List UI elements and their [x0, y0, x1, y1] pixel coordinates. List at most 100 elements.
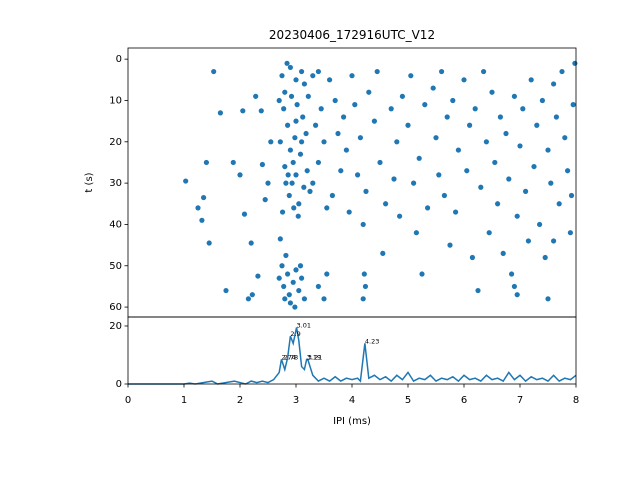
dot	[388, 106, 394, 112]
dot	[211, 68, 217, 75]
dot	[483, 139, 489, 145]
dot	[303, 130, 309, 137]
dot	[366, 89, 372, 95]
dot	[332, 97, 338, 104]
dot	[545, 296, 551, 302]
dot	[248, 240, 254, 246]
dot	[559, 68, 565, 75]
peak-annotation: 2.78	[284, 353, 298, 361]
dot	[430, 85, 436, 91]
dot	[307, 188, 313, 194]
y-tick-label: 0	[116, 54, 122, 65]
dot	[408, 73, 414, 79]
dot	[394, 139, 400, 145]
dot	[338, 168, 344, 174]
dot	[567, 230, 574, 236]
dot	[469, 254, 475, 261]
dot	[514, 213, 520, 219]
dot	[525, 238, 532, 244]
dot	[335, 130, 341, 137]
dot	[523, 188, 529, 194]
peak-annotation: 3.19	[307, 353, 321, 361]
dot	[295, 213, 301, 219]
dot	[282, 89, 288, 95]
dot	[542, 254, 548, 261]
dot	[321, 139, 327, 145]
y-tick-label: 20	[109, 137, 122, 148]
y-tick-label: 60	[109, 302, 122, 313]
x-tick-label: 2	[237, 395, 243, 406]
dot	[346, 209, 352, 215]
dot	[447, 242, 453, 248]
dot	[297, 151, 304, 157]
dot	[283, 180, 289, 186]
dot	[310, 180, 316, 186]
dot	[495, 201, 501, 207]
dot	[461, 77, 467, 83]
dot	[405, 122, 411, 128]
dot	[315, 159, 321, 166]
dot	[548, 180, 554, 186]
dot	[293, 77, 299, 83]
dot	[301, 81, 307, 87]
dot	[292, 304, 298, 310]
dot	[497, 114, 503, 120]
dot	[531, 163, 537, 170]
dot	[509, 271, 515, 277]
y-tick-label: 40	[109, 219, 122, 230]
dot	[241, 211, 248, 217]
y-tick-label: 20	[109, 321, 122, 332]
x-tick-label: 3	[293, 395, 299, 406]
dot	[341, 114, 347, 120]
dot	[276, 275, 282, 281]
dot	[299, 275, 305, 281]
dot	[201, 194, 207, 201]
dot	[240, 108, 246, 114]
y-axis-label: t (s)	[84, 172, 95, 192]
dot	[363, 188, 369, 194]
dot	[450, 97, 456, 104]
peak-annotation: 3.01	[297, 321, 311, 329]
dot	[258, 108, 264, 114]
dot	[290, 279, 296, 285]
dot	[321, 296, 327, 302]
dot	[433, 135, 439, 141]
dot	[297, 263, 304, 269]
dot	[318, 106, 324, 112]
dot	[300, 114, 306, 120]
dot	[310, 73, 316, 79]
dot	[565, 168, 571, 174]
x-tick-label: 0	[125, 395, 131, 406]
dot	[553, 114, 560, 120]
dot	[279, 209, 286, 215]
dot	[279, 73, 285, 79]
dot	[327, 77, 333, 83]
dot	[262, 197, 268, 203]
dot	[282, 163, 288, 170]
dot	[453, 209, 459, 215]
dot	[230, 159, 236, 166]
dot	[355, 172, 361, 178]
dot	[285, 122, 291, 128]
dot	[286, 192, 292, 199]
dot	[237, 172, 243, 178]
dot	[343, 147, 349, 153]
dot	[281, 283, 287, 290]
dot	[286, 292, 292, 298]
dot	[279, 263, 285, 269]
dot	[305, 93, 311, 99]
peak-annotation: 2.9	[290, 330, 300, 338]
dot	[259, 161, 265, 168]
dot	[296, 201, 302, 207]
dot	[245, 296, 251, 302]
histogram-line	[128, 327, 577, 385]
dot	[413, 230, 419, 236]
dot	[360, 296, 366, 302]
dot	[411, 180, 417, 186]
dot	[562, 135, 568, 141]
dot	[528, 77, 534, 83]
dot	[371, 118, 377, 124]
dot	[313, 122, 319, 128]
dot	[291, 205, 297, 211]
